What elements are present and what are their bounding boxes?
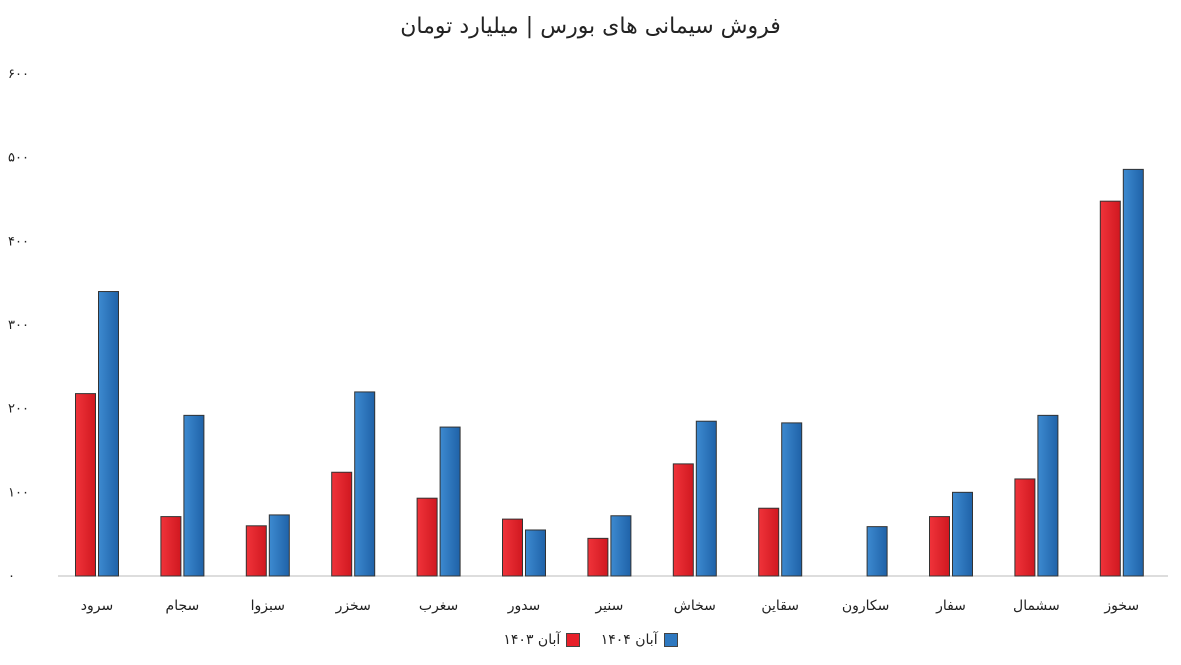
- legend-swatch-series-1: [566, 633, 581, 647]
- bar-series-2: [866, 526, 888, 577]
- y-tick-label: ۵۰۰: [8, 151, 29, 166]
- bar-series-2: [268, 514, 290, 577]
- chart-title: فروش سیمانی های بورس | میلیارد تومان: [400, 14, 781, 39]
- bars: [75, 168, 1144, 577]
- bar-series-1: [160, 516, 182, 577]
- legend-swatch-series-2: [663, 633, 678, 647]
- y-tick-label: ۲۰۰: [8, 402, 29, 417]
- y-tick-label: ۱۰۰: [8, 485, 29, 500]
- bar-series-2: [439, 426, 461, 577]
- bar-series-2: [1037, 414, 1059, 577]
- category-label: سخاش: [674, 598, 716, 614]
- y-tick-label: ۶۰۰: [8, 67, 29, 82]
- bar-series-2: [781, 422, 803, 577]
- bar-series-1: [587, 537, 609, 577]
- category-label: سدور: [507, 598, 541, 614]
- category-label: سغرب: [419, 598, 458, 614]
- bar-series-1: [1014, 478, 1036, 577]
- category-label: سقاین: [761, 598, 799, 614]
- legend-item-series-1: آبان ۱۴۰۳: [503, 632, 581, 648]
- category-label: سبزوا: [251, 598, 285, 614]
- bar-series-1: [75, 393, 96, 577]
- bar-series-2: [525, 529, 546, 577]
- category-label: سنیر: [594, 598, 623, 614]
- category-label: سخوز: [1103, 598, 1139, 614]
- category-label: سرود: [81, 598, 113, 614]
- y-axis: ۰ ۱۰۰ ۲۰۰ ۳۰۰ ۴۰۰ ۵۰۰ ۶۰۰: [8, 67, 29, 584]
- category-labels: سرود سجام سبزوا سخزر سغرب سدور سنیر سخاش سقاین سک…: [81, 598, 1139, 614]
- y-tick-label: ۳۰۰: [8, 318, 29, 333]
- bar-series-2: [183, 414, 205, 577]
- bar-series-1: [758, 507, 780, 577]
- legend-label-series-1: آبان ۱۴۰۳: [503, 632, 561, 648]
- category-label: سشمال: [1013, 598, 1060, 614]
- bar-series-2: [610, 515, 632, 577]
- legend-label-series-2: آبان ۱۴۰۴: [600, 632, 658, 648]
- bar-series-1: [416, 497, 438, 577]
- category-label: سکارون: [842, 598, 890, 614]
- category-label: سخزر: [335, 598, 371, 614]
- bar-series-2: [952, 491, 973, 577]
- bar-series-2: [1122, 168, 1144, 577]
- bar-series-2: [354, 391, 376, 577]
- legend: آبان ۱۴۰۳ آبان ۱۴۰۴: [0, 632, 1181, 651]
- bar-series-2: [695, 420, 717, 577]
- y-tick-label: ۰: [8, 569, 15, 584]
- bar-series-1: [245, 525, 267, 577]
- bar-series-1: [331, 471, 353, 577]
- category-label: سجام: [166, 598, 200, 614]
- bar-series-1: [1099, 200, 1121, 577]
- category-label: سفار: [935, 598, 966, 614]
- y-tick-label: ۴۰۰: [8, 234, 29, 249]
- bar-series-2: [98, 291, 119, 577]
- bar-series-1: [929, 516, 950, 577]
- legend-item-series-2: آبان ۱۴۰۴: [601, 632, 678, 648]
- bar-series-1: [502, 518, 523, 577]
- bar-series-1: [672, 463, 694, 577]
